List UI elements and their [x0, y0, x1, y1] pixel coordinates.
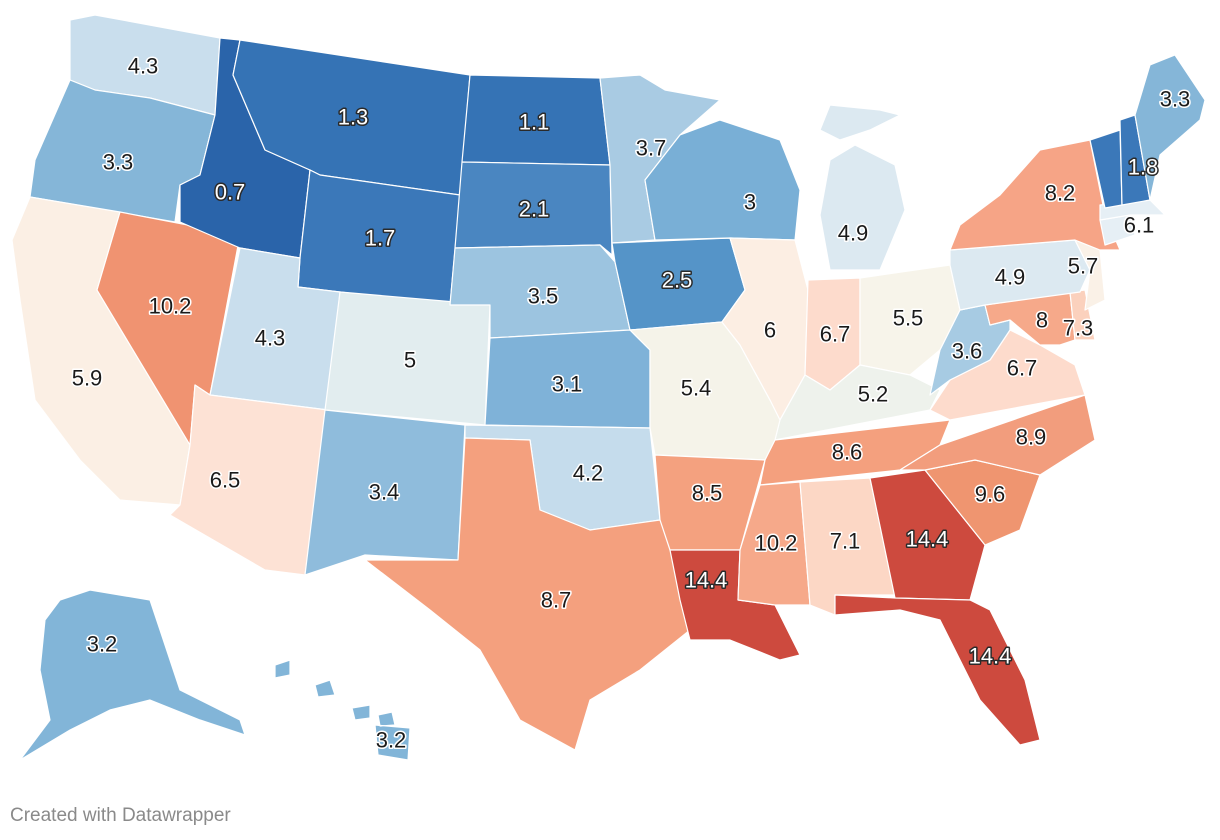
- label-alabama: 7.1: [830, 529, 861, 554]
- label-oregon: 3.3: [103, 150, 134, 175]
- label-florida: 14.4: [969, 644, 1012, 669]
- state-michigan[interactable]: [819, 104, 906, 271]
- label-ohio: 5.5: [893, 306, 924, 331]
- state-north-carolina[interactable]: [899, 394, 1096, 476]
- state-alaska[interactable]: [19, 589, 246, 761]
- state-georgia[interactable]: [869, 469, 986, 601]
- label-idaho: 0.7: [215, 180, 246, 205]
- label-maine: 3.3: [1160, 87, 1191, 112]
- label-massachusetts: 6.1: [1124, 213, 1155, 238]
- label-pennsylvania: 4.9: [995, 265, 1026, 290]
- datawrapper-credit: Created with Datawrapper: [10, 805, 231, 826]
- label-missouri: 5.4: [681, 376, 712, 401]
- label-montana: 1.3: [338, 105, 369, 130]
- label-washington: 4.3: [128, 54, 159, 79]
- state-hawaii[interactable]: [274, 659, 411, 761]
- label-west-virginia: 3.6: [952, 339, 983, 364]
- label-wisconsin: 3: [744, 190, 756, 215]
- state-south-dakota[interactable]: [454, 161, 613, 256]
- label-nebraska: 3.5: [528, 284, 559, 309]
- label-iowa: 2.5: [662, 268, 693, 293]
- label-arkansas: 8.5: [692, 481, 723, 506]
- label-texas: 8.7: [541, 588, 572, 613]
- label-new-hampshire: 1.8: [1128, 155, 1159, 180]
- label-colorado: 5: [404, 348, 416, 373]
- label-maryland: 8: [1036, 308, 1048, 333]
- label-new-mexico: 3.4: [369, 480, 400, 505]
- label-alaska: 3.2: [87, 632, 118, 657]
- state-maine[interactable]: [1134, 54, 1206, 201]
- label-new-jersey: 5.7: [1068, 254, 1099, 279]
- state-florida[interactable]: [834, 594, 1041, 746]
- label-north-dakota: 1.1: [519, 110, 550, 135]
- label-delaware: 7.3: [1063, 316, 1094, 341]
- label-oklahoma: 4.2: [573, 461, 604, 486]
- label-north-carolina: 8.9: [1016, 425, 1047, 450]
- label-utah: 4.3: [255, 326, 286, 351]
- label-south-carolina: 9.6: [975, 482, 1006, 507]
- label-mississippi: 10.2: [755, 531, 798, 556]
- us-choropleth-map: 4.3 3.3 5.9 10.2 0.7 1.3 1.7 4.3 6.5 5 3…: [11, 14, 1206, 761]
- label-kentucky: 5.2: [858, 382, 889, 407]
- label-minnesota: 3.7: [636, 136, 667, 161]
- label-wyoming: 1.7: [365, 226, 396, 251]
- state-texas[interactable]: [364, 437, 691, 751]
- label-illinois: 6: [764, 318, 776, 343]
- label-indiana: 6.7: [820, 322, 851, 347]
- label-georgia: 14.4: [906, 527, 949, 552]
- label-louisiana: 14.4: [685, 568, 728, 593]
- label-california: 5.9: [72, 366, 103, 391]
- label-south-dakota: 2.1: [519, 197, 550, 222]
- label-virginia: 6.7: [1007, 356, 1038, 381]
- label-kansas: 3.1: [552, 372, 583, 397]
- state-arizona[interactable]: [169, 384, 329, 576]
- label-tennessee: 8.6: [832, 440, 863, 465]
- state-illinois[interactable]: [721, 237, 809, 421]
- label-new-york: 8.2: [1045, 181, 1076, 206]
- label-arizona: 6.5: [210, 468, 241, 493]
- label-nevada: 10.2: [149, 294, 192, 319]
- label-michigan: 4.9: [838, 221, 869, 246]
- label-hawaii: 3.2: [376, 728, 407, 753]
